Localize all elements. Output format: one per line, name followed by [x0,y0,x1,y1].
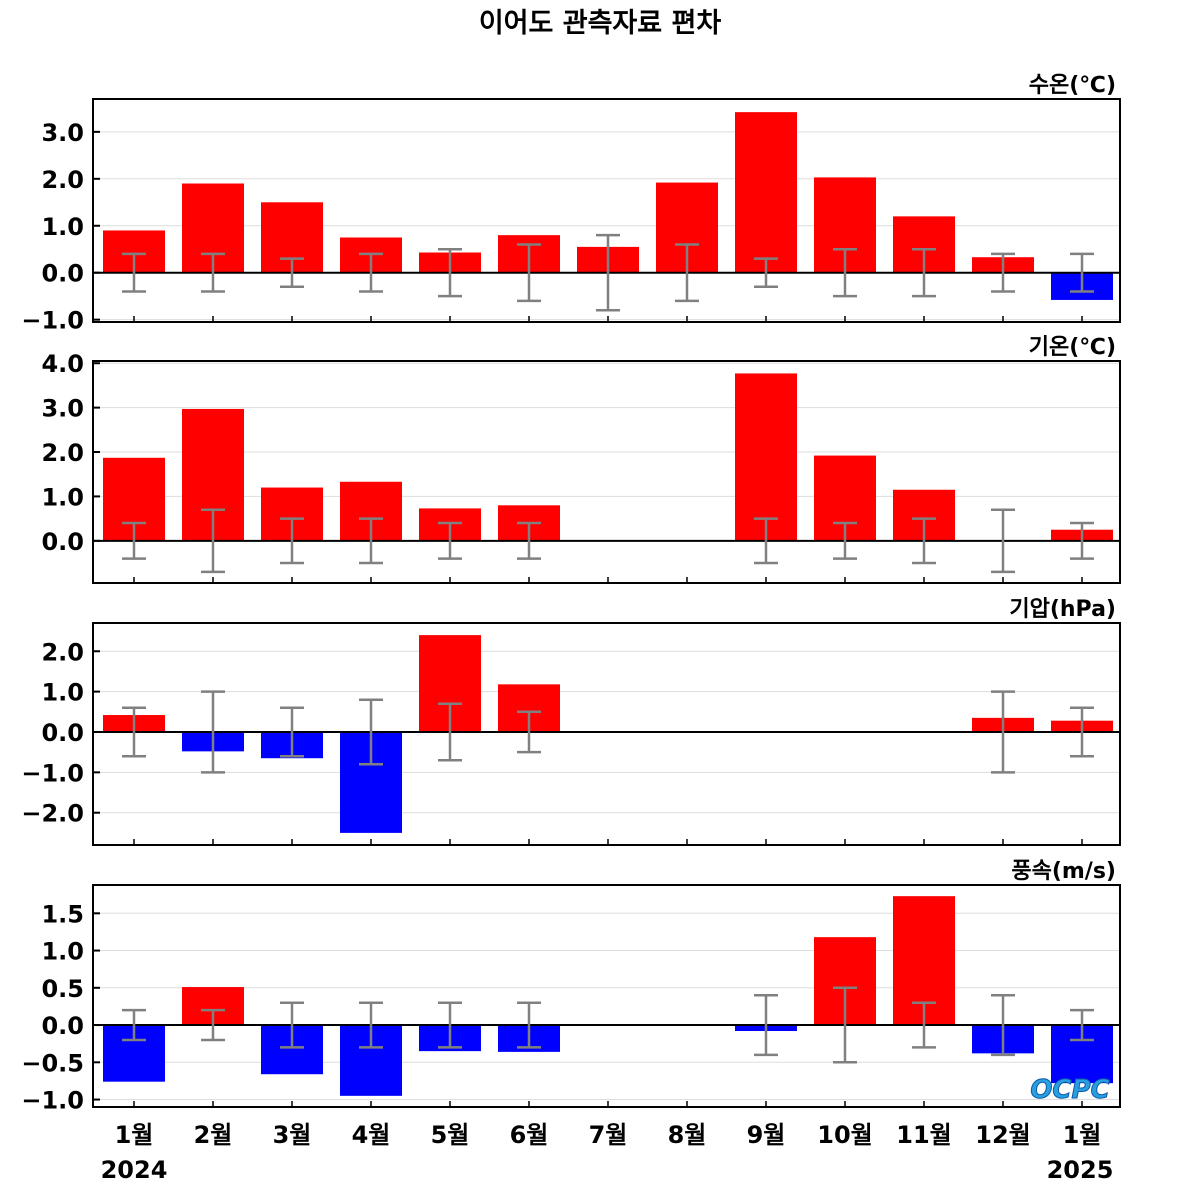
x-tick-label: 6월 [510,1121,549,1149]
x-tick-label: 7월 [589,1121,628,1149]
panel-1: −1.0 0.0 1.0 2.0 3.0 수온(℃) [21,73,1121,335]
x-tick-label: 1월 [115,1121,154,1149]
y-tick-label: 1.0 [41,483,84,511]
x-tick-label: 2월 [194,1121,233,1149]
error-bar [122,252,146,293]
error-bar [833,521,857,560]
error-bar [280,1001,304,1049]
error-bar [517,243,541,303]
error-bar [833,986,857,1064]
figure-title: 이어도 관측자료 편차 [479,8,722,39]
error-bar [912,517,936,565]
y-tick-label: 0.0 [41,260,84,288]
error-bar [833,247,857,298]
plot-frame [92,98,1121,323]
error-bar [991,994,1015,1057]
y-tick-label: 1.0 [41,679,84,707]
x-tick-label: 11월 [896,1121,951,1149]
error-bar [359,517,383,565]
error-bar [517,710,541,754]
y-tick-label: −0.5 [21,1049,84,1077]
error-bar [754,257,778,289]
error-bar [754,517,778,565]
y-tick-label: 0.0 [41,1012,84,1040]
error-bar [517,1001,541,1049]
panel-3: −2.0 −1.0 0.0 1.0 2.0 기압(hPa) [21,597,1121,846]
y-tick-label: −1.0 [21,307,84,335]
error-bar [201,508,225,574]
y-tick-label: 1.0 [41,938,84,966]
panel-title: 풍속(m/s) [1011,859,1116,884]
panel-title: 기온(℃) [1029,335,1116,360]
panel-4: −1.0 −0.5 0.0 0.5 1.0 1.5 풍속(m/s) [21,859,1121,1115]
error-bar [359,698,383,766]
error-bar [596,233,620,312]
ocpc-logo: OCPC [1030,1075,1110,1106]
panel-2: 0.0 1.0 2.0 3.0 4.0 기온(℃) [41,335,1121,584]
error-bar [201,252,225,293]
y-tick-label: 3.0 [41,119,84,147]
error-bar [122,1008,146,1042]
error-bar [438,702,462,762]
error-bar [912,1001,936,1049]
x-tick-label: 9월 [747,1121,786,1149]
y-tick-label: 2.0 [41,166,84,194]
y-tick-label: 1.0 [41,213,84,241]
bar [735,373,797,541]
error-bar [517,521,541,560]
x-tick-label: 12월 [975,1121,1030,1149]
error-bar [1070,521,1094,560]
y-tick-label: −2.0 [21,800,84,828]
error-bar [359,252,383,293]
error-bar [201,690,225,774]
year-start-label: 2024 [101,1156,168,1184]
plot-frame [92,884,1121,1108]
y-tick-label: −1.0 [21,759,84,787]
error-bar [280,706,304,758]
error-bar [991,508,1015,574]
error-bar [1070,706,1094,758]
y-tick-label: −1.0 [21,1087,84,1115]
x-tick-label: 1월 [1063,1121,1102,1149]
x-tick-label: 10월 [817,1121,872,1149]
error-bar [122,521,146,560]
error-bar [280,257,304,289]
y-tick-label: 3.0 [41,395,84,423]
x-tick-label: 8월 [668,1121,707,1149]
y-tick-label: 2.0 [41,439,84,467]
error-bar [675,243,699,303]
error-bar [122,706,146,758]
error-bar [1070,1008,1094,1042]
x-tick-label: 5월 [431,1121,470,1149]
y-tick-label: 0.0 [41,528,84,556]
panel-title: 기압(hPa) [1009,597,1116,622]
error-bar [754,994,778,1057]
plot-frame [92,622,1121,846]
ocpc-logo-text: OCPC [1030,1075,1109,1105]
year-end-label: 2025 [1047,1156,1114,1184]
error-bar [438,1001,462,1049]
error-bar [991,690,1015,774]
panel-title: 수온(℃) [1029,73,1116,98]
error-bar [1070,252,1094,293]
panels: −1.0 0.0 1.0 2.0 3.0 수온(℃) 0.0 1.0 2.0 3.0 4.0 기온(℃… [21,73,1121,1115]
x-tick-label: 4월 [352,1121,391,1149]
error-bar [438,521,462,560]
y-tick-label: 2.0 [41,638,84,666]
error-bar [359,1001,383,1049]
error-bar [201,1008,225,1042]
bar [735,112,797,273]
error-bar [280,517,304,565]
y-tick-label: 0.5 [41,975,84,1003]
x-tick-label: 3월 [273,1121,312,1149]
error-bar [438,247,462,298]
y-tick-label: 0.0 [41,719,84,747]
plot-frame [92,360,1121,584]
error-bar [912,247,936,298]
x-axis-labels: 1월 2월 3월 4월 5월 6월 7월 8월 9월 10월 11월 12월 1월 [115,1121,1102,1149]
y-tick-label: 1.5 [41,900,84,928]
y-tick-label: 4.0 [41,350,84,378]
error-bar [991,252,1015,293]
